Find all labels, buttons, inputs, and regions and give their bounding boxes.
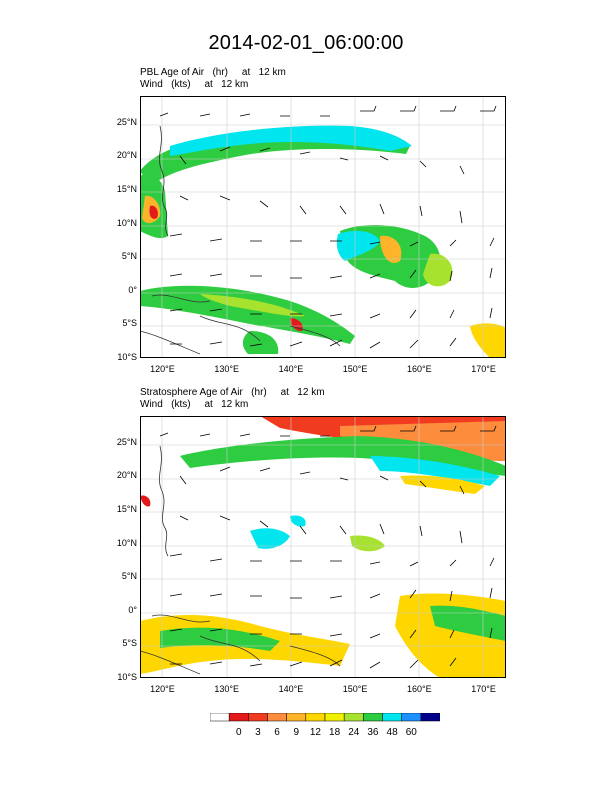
lon-tick-label: 150°E: [342, 684, 368, 694]
lat-tick-label: 0°: [128, 284, 137, 295]
lon-tick-label: 120°E: [150, 684, 175, 694]
colorbar-label: 6: [274, 727, 280, 738]
colorbar-label: 36: [367, 727, 379, 738]
colorbar-swatch: [228, 712, 249, 722]
colorbar-label: 48: [387, 727, 399, 738]
colorbar-swatch: [324, 712, 345, 722]
pbl-coastlines: [139, 125, 341, 355]
lat-tick-label: 5°S: [122, 318, 137, 329]
map-pbl-svg: [139, 96, 506, 358]
lon-tick-label: 170°E: [471, 684, 496, 694]
lon-tick-label: 130°E: [214, 684, 239, 694]
colorbar-swatch: [209, 712, 230, 722]
colorbar-label: 60: [406, 727, 418, 738]
colorbar-swatch: [267, 712, 287, 722]
colorbar-label: 0: [236, 727, 242, 738]
colorbar-swatch: [343, 712, 364, 722]
pbl-grid: [140, 96, 506, 358]
colorbar-swatch: [248, 712, 268, 722]
lat-tick-label: 15°N: [116, 504, 137, 515]
colorbar-swatch: [305, 712, 326, 722]
colorbar-svg: 0 3 6 9 12 18 24 36 48 60: [209, 712, 441, 738]
lat-tick-label: 10°S: [117, 672, 137, 682]
panel-2-header: Stratosphere Age of Air (hr) at 12 km Wi…: [140, 387, 325, 411]
colorbar-swatch: [363, 712, 383, 722]
lat-tick-label: 10°S: [117, 352, 137, 362]
colorbar-swatch: [420, 712, 441, 722]
lon-tick-label: 130°E: [214, 364, 239, 374]
panel-2-field-label: Stratosphere Age of Air (hr) at 12 km: [140, 387, 325, 398]
colorbar-label: 24: [348, 727, 360, 738]
lat-tick-label: 15°N: [116, 184, 137, 195]
lat-tick-label: 5°N: [121, 571, 137, 582]
colorbar-label: 18: [329, 727, 341, 738]
lon-tick-label: 140°E: [278, 364, 304, 374]
lat-tick-label: 25°N: [116, 436, 137, 447]
strat-frame: [140, 416, 506, 678]
colorbar-label: 9: [293, 727, 299, 738]
lon-tick-label: 160°E: [407, 364, 432, 374]
lat-tick-label: 20°N: [116, 470, 137, 481]
colorbar: 0 3 6 9 12 18 24 36 48 60: [209, 712, 441, 748]
map-panel-strat: [139, 416, 506, 683]
colorbar-swatch: [401, 712, 422, 722]
lon-tick-label: 170°E: [471, 364, 496, 374]
panel-1-field-label: PBL Age of Air (hr) at 12 km: [140, 67, 286, 78]
lat-tick-label: 20°N: [116, 150, 137, 161]
lat-tick-label: 5°N: [121, 251, 137, 262]
lat-tick-label: 10°N: [116, 217, 137, 228]
figure-title: 2014-02-01_06:00:00: [208, 32, 404, 54]
pbl-frame: [140, 96, 506, 358]
strat-coastlines: [139, 445, 341, 675]
lon-tick-label: 160°E: [407, 684, 432, 694]
panel-2-wind-label: Wind (kts) at 12 km: [140, 399, 249, 410]
colorbar-label: 3: [255, 727, 261, 738]
strat-age-field: [140, 416, 506, 678]
map-panel-pbl: [139, 96, 506, 363]
colorbar-swatch: [286, 712, 307, 722]
colorbar-swatch: [382, 712, 402, 722]
panel-1-wind-label: Wind (kts) at 12 km: [140, 79, 249, 90]
lat-tick-label: 10°N: [116, 537, 137, 548]
lon-tick-label: 150°E: [342, 364, 368, 374]
lat-tick-label: 5°S: [122, 638, 137, 649]
lon-tick-label: 140°E: [278, 684, 304, 694]
lon-tick-label: 120°E: [150, 364, 175, 374]
pbl-age-field: [140, 125, 506, 358]
strat-wind-barbs: [159, 425, 497, 669]
panel-1-header: PBL Age of Air (hr) at 12 km Wind (kts) …: [140, 67, 286, 91]
map-strat-svg: [139, 416, 506, 678]
colorbar-label: 12: [310, 727, 322, 738]
lat-tick-label: 0°: [128, 604, 137, 615]
lat-tick-label: 25°N: [116, 116, 137, 127]
pbl-wind-barbs: [159, 105, 497, 349]
